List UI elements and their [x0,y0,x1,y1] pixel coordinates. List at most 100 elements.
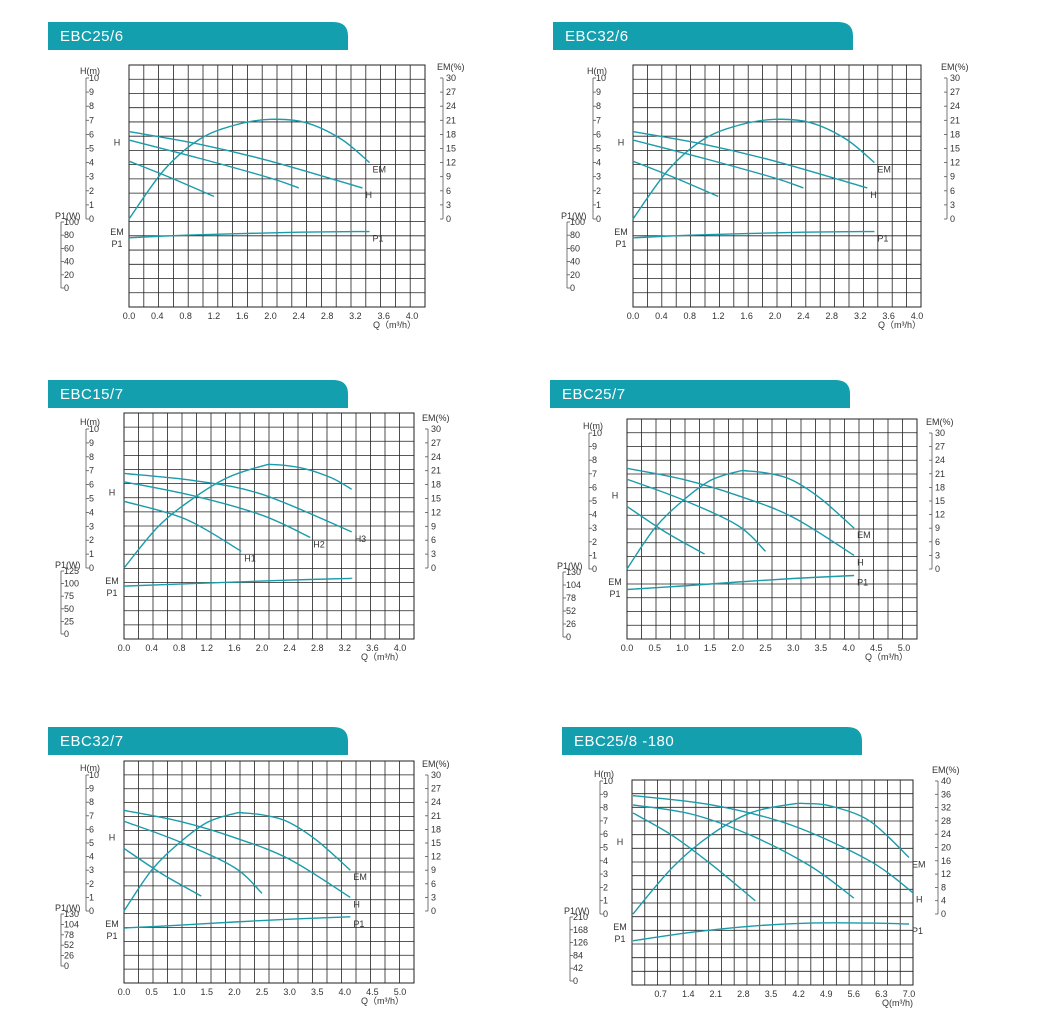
tick-label: 6 [592,482,597,492]
x-tick-label: 1.5 [704,643,717,653]
x-tick-label: 0.5 [648,643,661,653]
tick-label: 2 [592,537,597,547]
chart-title: EBC15/7 [60,386,124,403]
curve-label-h: H [617,837,624,847]
x-tick-label: 0.0 [118,987,131,997]
h-axis: 0 1 2 3 4 5 6 7 8 9 10H(m) [80,763,100,916]
tick-label: 60 [570,243,580,253]
tick-label: 24 [431,452,441,462]
x-tick-label: 5.0 [898,643,911,653]
tick-label: 7 [596,115,601,125]
curve-p1-4 [632,922,910,942]
tick-label: 3 [89,172,94,182]
curve-p1-4 [626,574,855,591]
curve-h-1 [128,139,300,189]
chart-title: EBC25/6 [60,28,124,45]
x-tick-label: 2.4 [293,311,306,321]
tick-label: 8 [592,455,597,465]
tick-label: 2 [89,535,94,545]
chart-title: EBC32/7 [60,733,124,750]
tick-label: 10 [89,424,99,434]
x-tick-label: 3.2 [854,311,867,321]
tick-label: 20 [64,270,74,280]
tick-label: 24 [431,797,441,807]
tick-label: 0 [603,909,608,919]
curve-h-0 [626,467,855,556]
tick-label: 8 [89,452,94,462]
curve-em-3 [632,802,910,915]
x-tick-label: 2.5 [759,643,772,653]
tick-label: 130 [64,909,79,919]
tick-label: 25 [64,616,74,626]
chart-title: EBC25/7 [562,386,626,403]
curve-label-h: H [612,490,619,500]
tick-label: 9 [431,865,436,875]
pump-chart-1: EBC25/6012345678910H(m)020406080100P1(W)… [48,22,465,330]
tick-label: 21 [431,466,441,476]
x-tick-label: 0.0 [621,643,634,653]
p1-axis-title: P1(W) [557,561,583,571]
x-axis-title: Q（m³/h） [361,996,404,1006]
tick-label: 9 [89,87,94,97]
curve-label-em: EM [614,227,628,237]
curve-end-label: H [857,557,864,567]
tick-label: 20 [570,270,580,280]
tick-label: 52 [566,606,576,616]
tick-label: 24 [935,455,945,465]
curve-label-em: EM [110,227,124,237]
tick-label: 1 [596,200,601,210]
x-tick-label: 3.5 [765,989,778,999]
grid [128,64,426,308]
x-axis-title: Q(m³/h) [882,998,913,1008]
em-axis-title: EM(%) [932,765,960,775]
tick-label: 24 [941,829,951,839]
tick-label: 4 [89,158,94,168]
curve-p1-4 [128,230,370,239]
x-tick-label: 4.0 [911,311,924,321]
tick-label: 52 [64,940,74,950]
tick-label: 15 [950,144,960,154]
tick-label: 0 [64,283,69,293]
x-tick-label: 0.8 [684,311,697,321]
tick-label: 78 [64,930,74,940]
curve-end-label: P1 [912,926,923,936]
curve-label-p1: P1 [614,934,625,944]
curve-label-em: EM [105,576,119,586]
x-axis: 0.0 0.4 0.8 1.2 1.6 2.0 2.4 2.8 3.2 3.6 4.0Q（m³/h） [123,311,419,330]
tick-label: 21 [935,469,945,479]
tick-label: 28 [941,816,951,826]
tick-label: 2 [596,186,601,196]
x-tick-label: 2.1 [710,989,723,999]
tick-label: 3 [935,550,940,560]
tick-label: 6 [950,186,955,196]
tick-label: 2 [89,879,94,889]
tick-label: 80 [570,230,580,240]
curve-label-em: EM [608,577,622,587]
x-tick-label: 2.5 [256,987,269,997]
tick-label: 0 [570,283,575,293]
tick-label: 12 [935,510,945,520]
tick-label: 21 [431,811,441,821]
x-tick-label: 3.0 [283,987,296,997]
h-axis-title: H(m) [80,763,100,773]
x-tick-label: 2.0 [769,311,782,321]
grid [626,418,918,640]
tick-label: 100 [570,217,585,227]
tick-label: 3 [596,172,601,182]
tick-label: 9 [89,784,94,794]
chart-title-tab [562,727,862,755]
chart-title-tab [550,380,850,408]
tick-label: 5 [89,838,94,848]
x-tick-label: 3.6 [377,311,390,321]
tick-label: 0 [89,563,94,573]
tick-label: 7 [603,816,608,826]
tick-label: 6 [596,129,601,139]
curve-label-em: EM [613,922,627,932]
x-axis: 0.0 0.4 0.8 1.2 1.6 2.0 2.4 2.8 3.2 3.6 4.0Q（m³/h） [627,311,924,330]
tick-label: 1 [89,549,94,559]
h-axis-title: H(m) [80,66,100,76]
